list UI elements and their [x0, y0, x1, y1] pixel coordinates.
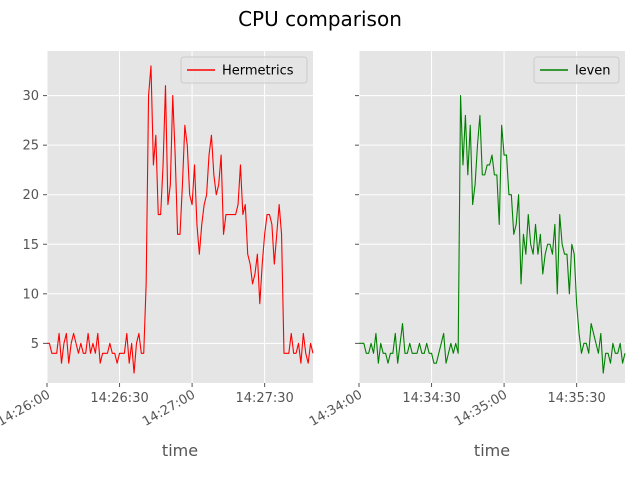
- plot-area: [47, 51, 313, 383]
- x-tick-label: 14:27:30: [235, 391, 293, 406]
- y-tick-label: 25: [22, 139, 39, 154]
- plot-area: [359, 51, 625, 383]
- legend: leven: [533, 56, 620, 84]
- y-tick-label: 5: [31, 337, 39, 352]
- x-tick-label: 14:26:00: [0, 387, 53, 429]
- x-tick-label: 14:34:00: [307, 387, 365, 429]
- y-tick-label: 20: [22, 188, 39, 203]
- legend: Hermetrics: [180, 56, 308, 84]
- legend-label: leven: [575, 64, 611, 79]
- x-axis-label: time: [162, 441, 198, 460]
- legend-box: [533, 56, 620, 84]
- x-axis-label: time: [474, 441, 510, 460]
- series-line-hermetrics: [47, 65, 314, 374]
- x-tick-label: 14:26:30: [90, 391, 148, 406]
- y-tick-label: 15: [22, 238, 39, 253]
- y-tick-label: 30: [22, 89, 39, 104]
- y-tick-label: 10: [22, 287, 39, 302]
- figure-title: CPU comparison: [238, 7, 402, 31]
- legend-label: Hermetrics: [222, 64, 294, 79]
- x-tick-label: 14:35:30: [547, 391, 605, 406]
- series-line-leven: [359, 95, 626, 374]
- legend-box: [180, 56, 308, 84]
- x-tick-label: 14:34:30: [402, 391, 460, 406]
